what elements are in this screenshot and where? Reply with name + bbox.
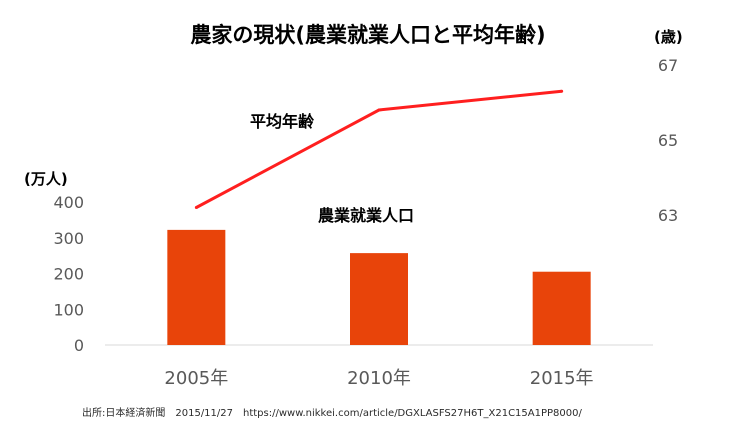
right-axis-tick-label: 63 bbox=[658, 206, 678, 225]
right-axis-unit-label: (歳) bbox=[654, 28, 683, 46]
left-axis-ticks: 0 100 200 300 400 bbox=[53, 193, 84, 355]
source-citation: 出所:日本経済新聞 2015/11/27 https://www.nikkei.… bbox=[82, 408, 582, 419]
left-axis-tick-label: 100 bbox=[53, 300, 84, 319]
point-average-age bbox=[194, 206, 198, 209]
right-axis-ticks: 63 65 67 bbox=[658, 56, 678, 225]
series-label-average-age: 平均年齢 bbox=[250, 112, 315, 131]
point-average-age bbox=[377, 108, 381, 112]
right-axis-tick-label: 67 bbox=[658, 56, 678, 75]
bar-farm-population bbox=[350, 253, 408, 345]
point-average-age bbox=[560, 89, 564, 93]
right-axis-tick-label: 65 bbox=[658, 131, 678, 150]
bar-farm-population bbox=[532, 271, 591, 345]
population-bars bbox=[167, 229, 591, 345]
x-axis-category-label: 2010年 bbox=[347, 368, 411, 389]
x-axis-category-labels: 2005年 2010年 2015年 bbox=[164, 368, 593, 389]
x-axis-category-label: 2015年 bbox=[530, 368, 594, 389]
x-axis-category-label: 2005年 bbox=[164, 368, 228, 389]
left-axis-tick-label: 0 bbox=[74, 336, 84, 355]
chart-title: 農家の現状(農業就業人口と平均年齢) bbox=[190, 23, 545, 47]
left-axis-tick-label: 200 bbox=[53, 265, 84, 284]
series-label-farm-population: 農業就業人口 bbox=[318, 206, 414, 225]
left-axis-tick-label: 400 bbox=[53, 193, 84, 212]
bar-farm-population bbox=[167, 229, 226, 345]
left-axis-unit-label: (万人) bbox=[24, 170, 68, 188]
average-age-line bbox=[194, 89, 564, 209]
left-axis-tick-label: 300 bbox=[53, 229, 84, 248]
